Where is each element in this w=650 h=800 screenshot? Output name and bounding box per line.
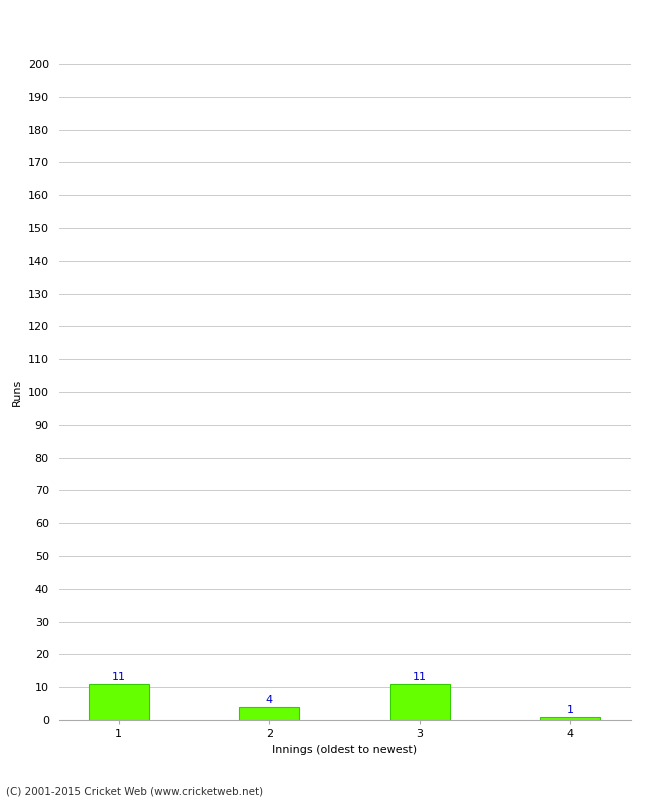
Bar [389, 684, 450, 720]
Bar [239, 707, 300, 720]
Bar [88, 684, 149, 720]
X-axis label: Innings (oldest to newest): Innings (oldest to newest) [272, 745, 417, 754]
Text: 4: 4 [266, 695, 273, 706]
Text: (C) 2001-2015 Cricket Web (www.cricketweb.net): (C) 2001-2015 Cricket Web (www.cricketwe… [6, 786, 264, 796]
Text: 1: 1 [567, 705, 574, 715]
Bar [540, 717, 601, 720]
Text: 11: 11 [413, 672, 427, 682]
Y-axis label: Runs: Runs [12, 378, 22, 406]
Text: 11: 11 [112, 672, 125, 682]
